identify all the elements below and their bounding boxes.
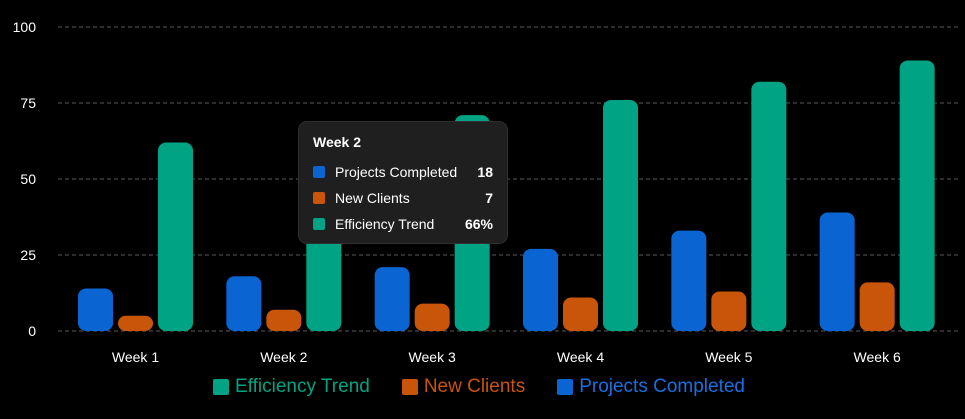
x-tick-label: Week 2 (260, 349, 307, 365)
bar-projects-completed[interactable] (671, 230, 707, 331)
legend-label-new-clients: New Clients (423, 376, 526, 397)
tooltip-row-clients: New Clients 7 (313, 185, 493, 211)
tooltip-value: 7 (485, 190, 493, 206)
bar-efficiency-trend[interactable] (899, 60, 935, 331)
x-tick-label: Week 6 (854, 349, 901, 365)
tooltip-label: Projects Completed (335, 164, 458, 180)
legend-item-efficiency[interactable]: Efficiency Trend (213, 376, 370, 398)
bar-projects-completed[interactable] (523, 248, 558, 331)
bar-new-clients[interactable] (563, 297, 598, 331)
tooltip-label: Efficiency Trend (335, 216, 435, 232)
tooltip-value: 18 (477, 164, 493, 180)
y-tick-label: 50 (20, 171, 36, 187)
bar-new-clients[interactable] (711, 291, 747, 331)
x-axis-ticks: Week 1 Week 2 Week 3 Week 4 Week 5 Week 6 (112, 349, 901, 365)
y-axis-ticks: 0 25 50 75 100 (13, 19, 37, 339)
x-tick-label: Week 4 (557, 349, 604, 365)
bar-projects-completed[interactable] (374, 267, 410, 331)
tooltip-row-efficiency: Efficiency Trend 66% (313, 211, 493, 237)
gridlines (58, 26, 958, 332)
bar-efficiency-trend[interactable] (158, 142, 193, 331)
legend-label-efficiency: Efficiency Trend (235, 376, 370, 397)
x-tick-label: Week 3 (409, 349, 456, 365)
tooltip-swatch-clients (313, 192, 325, 204)
bar-efficiency-trend[interactable] (603, 99, 638, 332)
x-tick-label: Week 1 (112, 349, 159, 365)
tooltip-value: 66% (464, 216, 493, 232)
tooltip-swatch-projects (313, 166, 325, 178)
bar-efficiency-trend[interactable] (751, 81, 787, 331)
legend-item-new-clients[interactable]: New Clients (401, 376, 526, 398)
x-tick-label: Week 5 (705, 349, 752, 365)
bar-new-clients[interactable] (266, 309, 302, 331)
tooltip: Week 2 Projects Completed 18 New Clients… (298, 121, 508, 244)
tooltip-row-projects: Projects Completed 18 (313, 159, 493, 185)
legend-item-projects[interactable]: Projects Completed (557, 376, 745, 398)
legend-swatch-projects (557, 379, 574, 395)
legend: Efficiency Trend New Clients Projects Co… (0, 376, 958, 398)
bar-new-clients[interactable] (118, 315, 153, 331)
y-tick-label: 0 (28, 323, 36, 339)
legend-swatch-efficiency (213, 379, 229, 395)
bar-new-clients[interactable] (414, 303, 450, 331)
legend-swatch-new-clients (401, 379, 418, 395)
y-tick-label: 100 (13, 19, 37, 35)
bar-projects-completed[interactable] (226, 276, 262, 331)
y-tick-label: 25 (20, 247, 36, 263)
bar-projects-completed[interactable] (819, 212, 855, 331)
tooltip-label: New Clients (335, 190, 410, 206)
tooltip-swatch-efficiency (313, 218, 325, 230)
tooltip-title: Week 2 (313, 134, 361, 150)
bar-projects-completed[interactable] (78, 288, 113, 331)
legend-label-projects: Projects Completed (579, 376, 745, 397)
bar-new-clients[interactable] (859, 282, 895, 331)
y-tick-label: 75 (20, 95, 36, 111)
